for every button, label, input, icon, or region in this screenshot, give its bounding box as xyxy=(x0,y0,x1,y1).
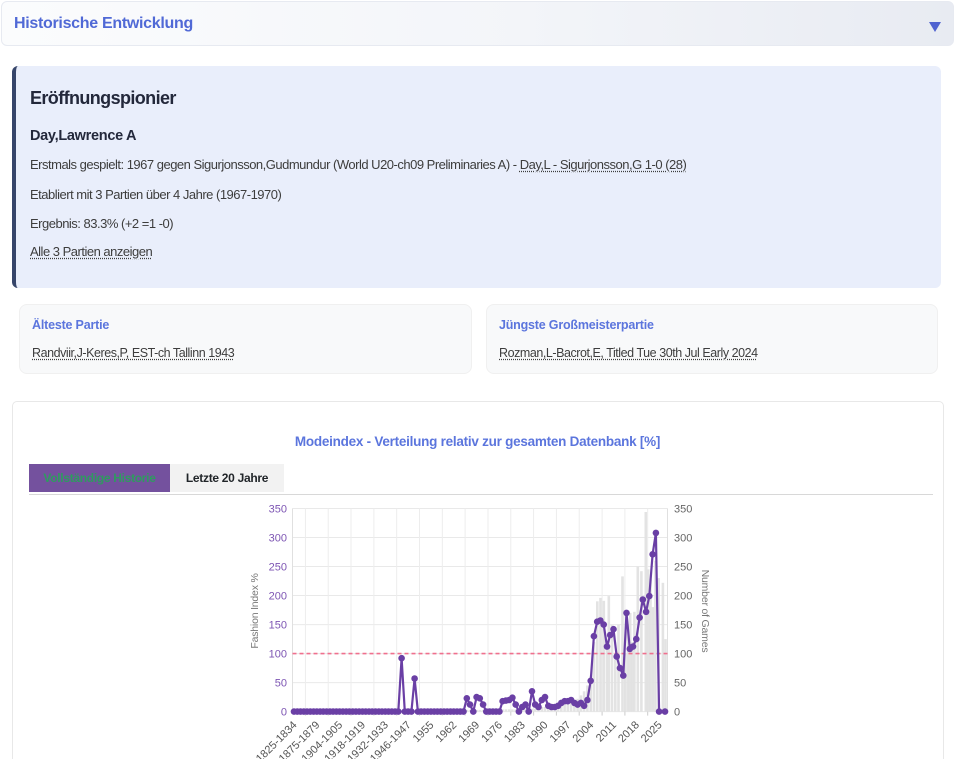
svg-text:300: 300 xyxy=(269,532,287,544)
svg-text:100: 100 xyxy=(674,648,692,660)
svg-text:100: 100 xyxy=(269,648,287,660)
svg-text:150: 150 xyxy=(269,619,287,631)
svg-text:50: 50 xyxy=(674,677,686,689)
svg-text:250: 250 xyxy=(674,561,692,573)
svg-text:2018: 2018 xyxy=(616,719,642,745)
svg-text:0: 0 xyxy=(674,706,680,718)
svg-text:2025: 2025 xyxy=(639,719,665,745)
svg-text:200: 200 xyxy=(269,590,287,602)
svg-text:1969: 1969 xyxy=(456,719,482,745)
svg-text:2011: 2011 xyxy=(594,719,619,744)
svg-text:2004: 2004 xyxy=(571,719,597,745)
svg-text:250: 250 xyxy=(269,561,287,573)
svg-text:1983: 1983 xyxy=(502,719,528,745)
svg-text:1976: 1976 xyxy=(479,719,505,745)
svg-text:0: 0 xyxy=(281,706,287,718)
svg-text:150: 150 xyxy=(674,619,692,631)
svg-text:350: 350 xyxy=(674,503,692,515)
svg-text:1955: 1955 xyxy=(411,719,437,745)
svg-text:50: 50 xyxy=(275,677,287,689)
svg-text:1990: 1990 xyxy=(525,719,551,745)
svg-text:350: 350 xyxy=(269,503,287,515)
svg-text:Number of Games: Number of Games xyxy=(699,570,711,653)
svg-text:1997: 1997 xyxy=(548,719,574,745)
svg-text:300: 300 xyxy=(674,532,692,544)
svg-text:Fashion Index %: Fashion Index % xyxy=(249,573,261,648)
svg-text:200: 200 xyxy=(674,590,692,602)
svg-text:1962: 1962 xyxy=(434,719,460,745)
